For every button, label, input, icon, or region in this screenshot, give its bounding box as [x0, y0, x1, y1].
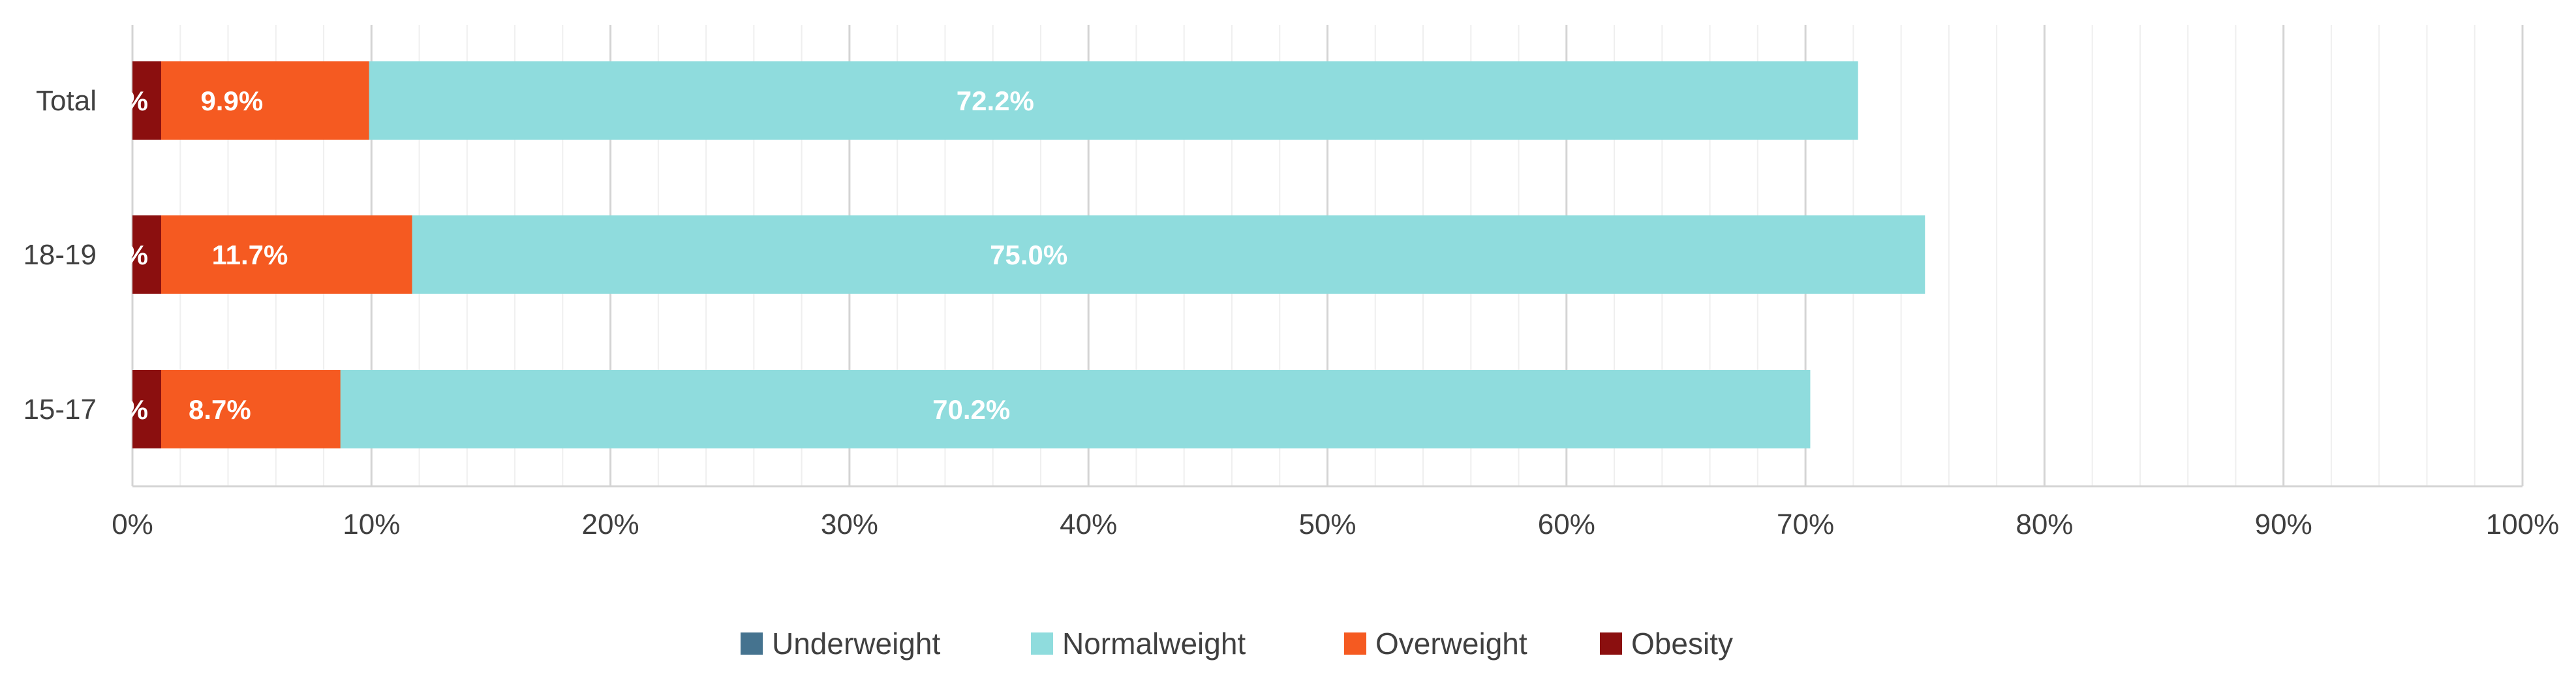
data-label: 9.9%: [200, 86, 263, 116]
data-label: 72.2%: [957, 86, 1034, 116]
category-label: 18-19: [23, 239, 97, 271]
bar-obesity-18-19: [132, 215, 161, 294]
x-tick-label: 80%: [2016, 508, 2073, 540]
legend-label: Normalweight: [1062, 627, 1246, 661]
data-label: 8.7%: [189, 394, 251, 425]
legend-label: Underweight: [772, 627, 940, 661]
legend-swatch: [741, 632, 763, 655]
legend-swatch: [1031, 632, 1053, 655]
legend-label: Obesity: [1631, 627, 1733, 661]
category-label: 15-17: [23, 394, 97, 426]
data-label: 1.2%: [85, 240, 148, 270]
x-tick-label: 50%: [1298, 508, 1356, 540]
category-label: Total: [36, 85, 97, 117]
bar-normalweight-total: [132, 61, 1858, 140]
x-tick-label: 20%: [582, 508, 639, 540]
x-tick-label: 90%: [2255, 508, 2312, 540]
data-label: 1.2%: [85, 86, 148, 116]
legend-swatch: [1600, 632, 1622, 655]
data-label: 1.2%: [85, 394, 148, 425]
bar-normalweight-15-17: [132, 370, 1811, 448]
x-axis: 0% 10% 20% 30% 40% 50% 60% 70% 80% 90% 100%: [112, 485, 2560, 540]
legend: Underweight Normalweight Overweight Obesity: [741, 627, 1733, 661]
data-label: 70.2%: [932, 394, 1010, 425]
x-tick-label: 70%: [1777, 508, 1834, 540]
x-tick-label: 60%: [1538, 508, 1595, 540]
bar-overweight-total: [132, 61, 369, 140]
x-tick-label: 40%: [1060, 508, 1117, 540]
legend-item-overweight: Overweight: [1344, 627, 1527, 661]
bar-obesity-total: [132, 61, 161, 140]
data-label: 75.0%: [990, 240, 1067, 270]
data-label: 11.7%: [212, 240, 288, 270]
bar-overweight-18-19: [132, 215, 412, 294]
x-tick-label: 10%: [343, 508, 400, 540]
x-tick-label: 30%: [821, 508, 878, 540]
legend-item-underweight: Underweight: [741, 627, 940, 661]
legend-item-normalweight: Normalweight: [1031, 627, 1246, 661]
x-tick-label: 100%: [2486, 508, 2560, 540]
legend-swatch: [1344, 632, 1366, 655]
legend-label: Overweight: [1375, 627, 1527, 661]
bar-normalweight-18-19: [132, 215, 1925, 294]
bar-overweight-15-17: [132, 370, 341, 448]
legend-item-obesity: Obesity: [1600, 627, 1733, 661]
bar-obesity-15-17: [132, 370, 161, 448]
bars: 16.7%72.2%9.9%1.2%12.1%75.0%11.7%1.2%19.…: [85, 61, 1925, 448]
x-tick-label: 0%: [112, 508, 153, 540]
category-axis: Total 18-19 15-17: [23, 85, 97, 426]
